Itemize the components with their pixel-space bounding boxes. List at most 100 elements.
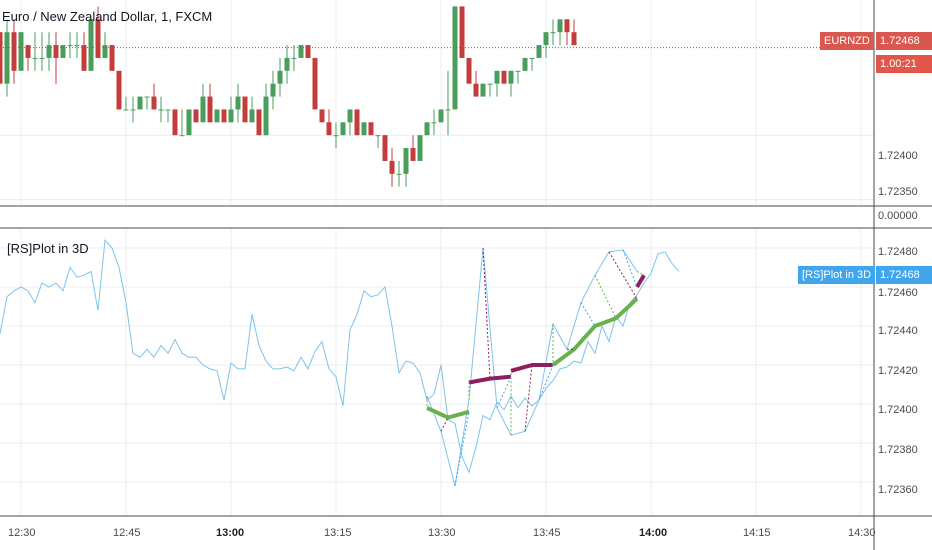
candle-body [88,19,94,71]
candle-body [242,96,248,123]
candle-body [459,6,465,58]
indicator-tick: 1.72360 [878,484,918,496]
candle-body [564,19,570,33]
thick-segment [551,297,639,367]
candle-body [18,32,24,71]
candle-body [473,83,479,97]
depth-connector [622,249,638,288]
thick-segment [468,374,512,385]
candle-body [529,57,535,59]
candle-body [550,32,556,34]
time-label: 14:30 [848,527,876,539]
candle-body [445,109,451,111]
candle-body [32,57,38,59]
thick-segment [426,406,470,420]
projection-line [426,247,638,487]
indicator-title[interactable]: [RS]Plot in 3D [7,241,89,256]
candle-body [333,135,339,137]
candle-body [382,135,388,161]
time-label: 13:00 [216,527,245,539]
candle-body [480,83,486,97]
indicator-tick: 1.72420 [878,365,918,377]
candle-body [403,148,409,174]
candle-body [25,45,31,58]
candle-body [165,109,171,111]
countdown-prefix: 1. [880,58,890,70]
candle-body [221,109,227,123]
candle-body [508,70,514,84]
candle-body [39,57,45,59]
symbol-title[interactable]: Euro / New Zealand Dollar, 1, FXCM [2,9,213,24]
candle-body [347,109,353,123]
candle-body [410,148,416,161]
candle-body [487,83,493,85]
candle-body [501,70,507,84]
candle-body [235,96,241,110]
indicator-plot[interactable] [0,239,680,487]
candle-body [452,6,458,110]
candle-body [158,109,164,111]
depth-connector [580,302,596,327]
candle-body [256,109,262,136]
candle-body [515,70,521,72]
indicator-value-tag: 1.72468 [876,266,932,284]
price-tick: 1.72400 [878,150,918,162]
candle-body [179,135,185,137]
candle-body [305,45,311,58]
candle-body [270,83,276,97]
time-label: 12:45 [113,527,141,539]
price-candles[interactable] [0,6,577,187]
depth-connector [454,411,470,486]
time-label: 13:45 [533,527,561,539]
indicator-tick: 1.72400 [878,404,918,416]
candle-body [277,70,283,84]
depth-connector [496,376,512,409]
symbol-tag: EURNZD [820,32,874,50]
candle-body [466,57,472,84]
candle-body [368,122,374,136]
candle-body [95,19,101,58]
last-price-tag: 1.72468 [876,32,932,50]
countdown-value: 00:21 [889,58,917,70]
candle-body [207,96,213,123]
candle-body [375,135,381,137]
price-tick: 1.72350 [878,186,918,198]
indicator-tick: 1.72440 [878,325,918,337]
candle-body [144,96,150,98]
indicator-tick: 1.72480 [878,246,918,258]
candle-body [536,45,542,58]
candle-body [263,96,269,136]
depth-connector [608,251,638,299]
time-label: 14:00 [639,527,668,539]
candle-body [424,122,430,136]
candle-body [116,70,122,110]
candle-body [11,32,17,71]
depth-connector [524,364,533,432]
candle-body [214,109,220,123]
thick-segment [510,363,553,373]
candle-body [298,45,304,58]
candle-body [74,45,80,47]
candle-body [67,45,73,47]
indicator-tick: 1.72460 [878,287,918,299]
candle-body [438,109,444,123]
indicator-line [0,239,680,474]
indicator-name-tag: [RS]Plot in 3D [798,266,876,284]
countdown-tag: 1.00:21 [876,55,932,73]
candle-body [200,96,206,123]
candle-body [340,122,346,136]
separator-axis-value: 0.00000 [878,210,918,222]
candle-body [102,45,108,58]
candle-body [151,96,157,110]
candle-body [431,122,437,124]
candle-body [326,122,332,136]
candle-body [123,109,129,111]
candle-body [137,96,143,110]
depth-connector [636,270,645,276]
candle-body [361,122,367,136]
candle-body [312,57,318,110]
candle-body [417,135,423,161]
depth-connector [482,247,491,379]
candle-body [193,109,199,123]
